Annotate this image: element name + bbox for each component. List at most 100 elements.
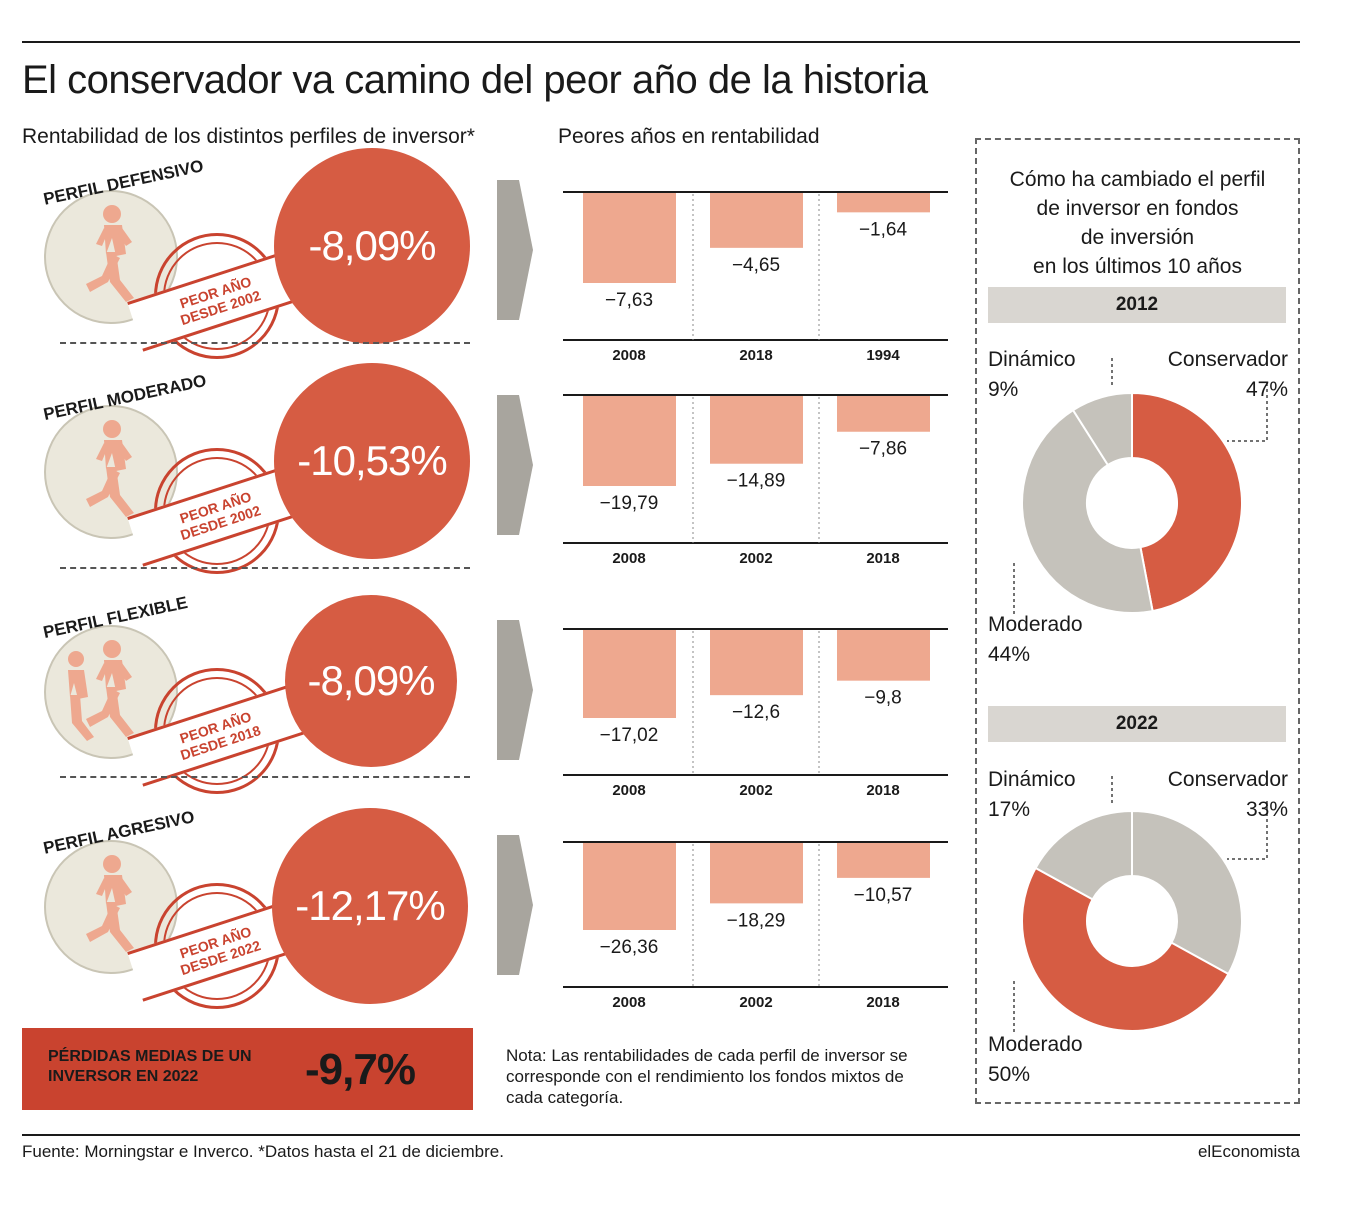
runner-circle [44,625,178,759]
bar-value-label: −17,02 [600,725,659,746]
loss-box-label: PÉRDIDAS MEDIAS DE UN INVERSOR EN 2022 [48,1048,252,1085]
pie-title-line: en los últimos 10 años [1033,255,1242,278]
bar-chart: −19,79 2008 −14,89 2002 −7,86 2018 [563,394,948,567]
stamp-badge: PEOR AÑO DESDE 2022 [127,883,309,1009]
separator [60,776,470,778]
separator [60,342,470,344]
brand: elEconomista [1197,1142,1300,1161]
separator [60,567,470,569]
slice-name: Dinámico [988,348,1076,371]
bar-value-label: −19,79 [600,493,659,514]
bar [583,843,676,930]
pie-year-label: 2022 [988,706,1286,742]
slice-name: Conservador [1167,348,1288,371]
bar [837,843,930,878]
bar [710,396,803,464]
leader-line [1227,801,1268,860]
pie-slice-label: Dinámico 17% [988,765,1118,825]
donut-slice [1071,391,1133,467]
pie-slice-label: Dinámico 9% [988,345,1118,405]
pie-title-line: de inversión [1080,226,1195,249]
stamp-badge: PEOR AÑO DESDE 2002 [127,448,309,574]
bar-value-label: −14,89 [727,471,786,492]
bar-value-label: −4,65 [732,255,780,276]
mid-subtitle: Peores años en rentabilidad [558,125,820,148]
top-rule [22,41,1300,43]
donut-slice [1021,408,1154,614]
bar-chart: −17,02 2008 −12,6 2002 −9,8 2018 [563,628,948,799]
category-tick-label: 2002 [739,994,772,1011]
donut-slice [1131,809,1243,976]
bar [837,396,930,432]
pie-slice-label: Moderado 44% [988,610,1128,670]
bar [583,193,676,283]
slice-value: 9% [988,378,1019,401]
runner-icon [86,420,134,517]
page-title: El conservador va camino del peor año de… [22,58,928,102]
slice-name: Moderado [988,613,1083,636]
slice-name: Conservador [1167,768,1288,791]
slice-value: 44% [988,643,1031,666]
pie-title-line: de inversor en fondos [1036,197,1239,220]
chevron-right-icon [497,395,533,535]
bar [710,630,803,696]
slice-name: Dinámico [988,768,1076,791]
profile-return-circle: -10,53% [274,363,470,559]
pie-title-line: Cómo ha cambiado el perfil [1009,168,1266,191]
profile-return-circle: -8,09% [285,595,457,767]
slice-name: Moderado [988,1033,1083,1056]
stamp-badge: PEOR AÑO DESDE 2018 [127,668,309,794]
slice-value: 47% [1245,378,1288,401]
loss-box [22,1028,473,1110]
bar [710,843,803,904]
donut-chart [1013,776,1268,1033]
pie-slice-label: Conservador 33% [1155,765,1288,825]
slice-value: 33% [1245,798,1288,821]
runner-icon [68,640,134,741]
bar [583,630,676,718]
bar-value-label: −26,36 [600,937,659,958]
runner-circle [44,190,178,324]
pie-slice-label: Conservador 47% [1155,345,1288,405]
leader-line [1227,383,1268,442]
donut-chart [1013,358,1268,615]
profile-return-circle: -12,17% [272,808,468,1004]
slice-value: 17% [988,798,1031,821]
chevron-right-icon [497,620,533,760]
bar-value-label: −9,8 [864,688,902,709]
donut-slice [1034,809,1133,901]
pie-slice-label: Moderado 50% [988,1030,1128,1090]
left-subtitle: Rentabilidad de los distintos perfiles d… [22,125,475,148]
donut-slice [1131,391,1243,613]
slice-value: 50% [988,1063,1031,1086]
chevron-right-icon [497,835,533,975]
chevron-right-icon [497,180,533,320]
bar-chart: −26,36 2008 −18,29 2002 −10,57 2018 [563,841,948,1011]
stamp-badge: PEOR AÑO DESDE 2002 [127,233,309,359]
category-tick-label: 2018 [866,994,899,1011]
category-tick-label: 2002 [739,550,772,567]
bar-value-label: −7,86 [859,439,907,460]
category-tick-label: 1994 [866,347,900,364]
bar [710,193,803,248]
bar [837,193,930,213]
category-tick-label: 2008 [612,994,645,1011]
category-tick-label: 2018 [739,347,772,364]
note: Nota: Las rentabilidades de cada perfil … [506,1046,908,1107]
source: Fuente: Morningstar e Inverco. *Datos ha… [22,1142,504,1161]
runner-icon [86,205,134,302]
bar-value-label: −1,64 [859,219,908,240]
category-tick-label: 2008 [612,782,645,799]
category-tick-label: 2008 [612,347,645,364]
loss-box-value: -9,7% [305,1045,416,1094]
category-tick-label: 2018 [866,550,899,567]
bar-value-label: −12,6 [732,702,780,723]
category-tick-label: 2002 [739,782,772,799]
pie-panel [975,138,1300,1104]
bar-value-label: −7,63 [605,290,653,311]
category-tick-label: 2018 [866,782,899,799]
pie-panel-title: Cómo ha cambiado el perfil de inversor e… [975,165,1300,281]
pie-year-label: 2012 [988,287,1286,323]
profile-return-circle: -8,09% [274,148,470,344]
runner-icon [86,855,134,952]
